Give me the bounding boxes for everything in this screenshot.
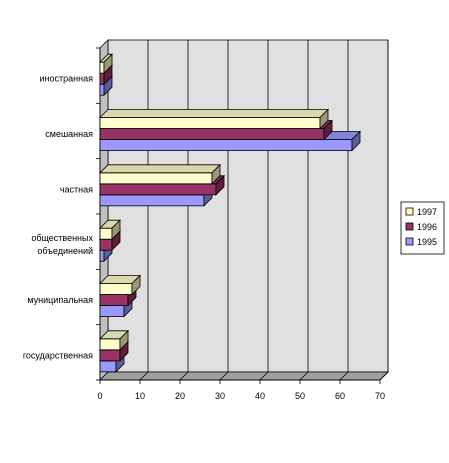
gridline-floor (259, 371, 269, 381)
bar-end (119, 329, 129, 351)
bar-front (99, 128, 325, 140)
x-tick-label: 10 (135, 391, 145, 401)
category-label-line: смешанная (45, 129, 93, 139)
bar-front (99, 83, 105, 96)
bar-front (99, 227, 113, 240)
bar-front (99, 72, 105, 85)
gridline-floor (339, 371, 349, 381)
bar-front (99, 249, 105, 262)
category-label-line: общественных (31, 233, 93, 243)
floor (99, 371, 389, 381)
bar-front (99, 238, 113, 251)
gridline-floor (299, 371, 309, 381)
gridline-floor (379, 371, 389, 381)
x-tick-label: 50 (295, 391, 305, 401)
gridline-floor (219, 371, 229, 381)
bar-front (99, 194, 205, 207)
x-tick-label: 60 (335, 391, 345, 401)
bar-front (99, 183, 217, 196)
bar-end (111, 219, 121, 241)
bar-end (211, 163, 221, 185)
bar-end (323, 119, 333, 141)
bar-top (99, 109, 329, 118)
legend-label: 1995 (417, 237, 437, 247)
category-label-line: объединений (37, 246, 93, 256)
gridline-floor (139, 371, 149, 381)
category-label: общественных объединений (31, 233, 93, 256)
bar-front (99, 349, 121, 362)
category-label-line: муниципальная (27, 295, 93, 305)
bar-front (99, 172, 213, 185)
x-tick-label: 70 (375, 391, 385, 401)
bar-front (99, 360, 117, 373)
category-label-line: частная (60, 184, 93, 194)
category-label: государственная (23, 350, 93, 360)
bar-end (131, 274, 141, 296)
bar-front (99, 139, 353, 151)
legend-label: 1996 (417, 222, 437, 232)
legend-swatch (405, 237, 414, 246)
legend-swatch (405, 222, 414, 231)
legend-label: 1997 (417, 207, 437, 217)
bar-front (99, 305, 125, 317)
category-label-line: иностранная (40, 74, 94, 84)
bar-end (215, 174, 225, 196)
bar-end (351, 130, 361, 152)
gridline-floor (179, 371, 189, 381)
category-label: муниципальная (27, 295, 93, 305)
category-label: иностранная (40, 74, 94, 84)
x-tick-label: 30 (215, 391, 225, 401)
x-tick-label: 20 (175, 391, 185, 401)
bar-end (319, 108, 329, 130)
bar-top (99, 164, 221, 174)
x-tick-label: 40 (255, 391, 265, 401)
bar-front (99, 117, 321, 129)
bar-front (99, 294, 129, 306)
category-label: частная (60, 184, 93, 194)
category-label-line: государственная (23, 350, 93, 360)
bar-end (103, 53, 113, 75)
category-label: смешанная (45, 129, 93, 139)
bar-front (99, 338, 121, 351)
bar-front (99, 283, 133, 295)
legend-swatch (405, 207, 414, 216)
x-tick-label: 0 (97, 391, 102, 401)
bar-front (99, 61, 105, 74)
